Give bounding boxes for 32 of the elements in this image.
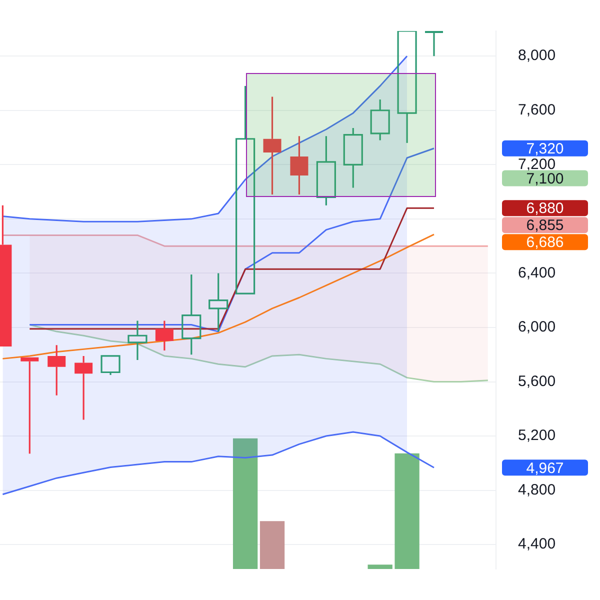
candlestick: [397, 31, 417, 144]
y-tick-label: 4,400: [518, 536, 556, 553]
y-tick-label: 6,400: [518, 264, 556, 282]
text: 6,686: [526, 234, 564, 252]
bar: [394, 453, 420, 569]
y-tick-label: 8,000: [518, 47, 556, 64]
text: 7,320: [526, 140, 564, 158]
y-tick-label: 5,600: [518, 372, 556, 390]
candlestick: [155, 320, 174, 352]
y-tick-label: 5,200: [518, 427, 556, 444]
text: 6,880: [526, 200, 564, 218]
bar: [260, 521, 285, 569]
text: 4,967: [526, 460, 564, 477]
candlestick: [100, 355, 120, 376]
candlestick: [48, 344, 66, 396]
candlestick: [343, 127, 363, 189]
text: 6,855: [526, 217, 564, 234]
candlestick: [182, 274, 202, 356]
y-tick-label: 4,800: [518, 481, 556, 498]
candlestick: [316, 135, 336, 206]
y-tick-label: 7,200: [518, 156, 556, 173]
bar: [232, 438, 258, 569]
candlestick: [370, 98, 390, 142]
candlestick: [20, 357, 39, 454]
candlestick: [236, 85, 256, 294]
y-tick-label: 7,600: [518, 102, 556, 119]
bar: [368, 564, 392, 569]
candlestick: [74, 355, 93, 421]
text: 7,100: [526, 170, 564, 188]
candlestick: [128, 320, 148, 361]
candlestick: [208, 272, 228, 332]
y-tick-label: 6,000: [518, 318, 556, 336]
